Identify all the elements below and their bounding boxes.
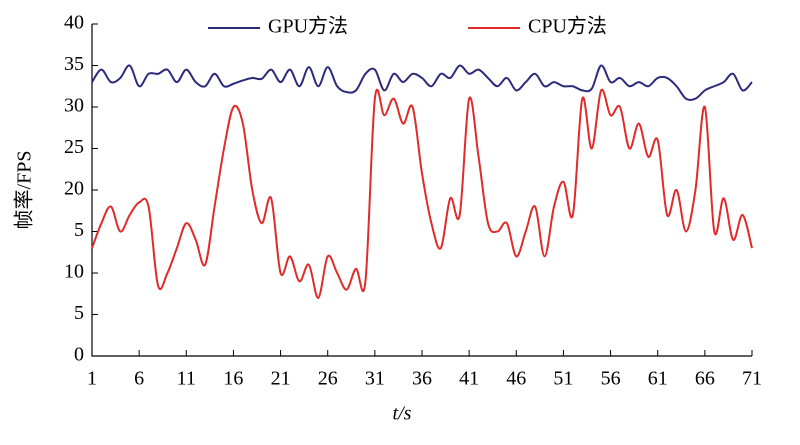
x-tick-label: 31	[365, 368, 385, 390]
y-axis-label: 帧率/FPS	[13, 151, 36, 230]
x-tick-label: 51	[553, 368, 573, 390]
x-tick-label: 1	[87, 368, 97, 390]
x-tick-label: 26	[318, 368, 338, 390]
x-tick-label: 11	[177, 368, 196, 390]
x-tick-label: 46	[506, 368, 526, 390]
legend-label: CPU方法	[528, 15, 607, 38]
x-tick-label: 6	[134, 368, 144, 390]
series-line	[91, 64, 753, 101]
y-tick-label: 30	[64, 95, 84, 117]
y-tick-label: 5	[74, 302, 84, 324]
x-axis-label: t/s	[393, 403, 412, 425]
x-tick-label: 56	[601, 368, 621, 390]
y-tick-label: 35	[64, 53, 84, 75]
y-tick-label: 0	[74, 344, 84, 366]
legend-label: GPU方法	[268, 15, 348, 38]
y-tick-label: 5	[74, 219, 84, 241]
y-tick-label: 10	[64, 261, 84, 283]
y-tick-label: 20	[64, 178, 84, 200]
x-tick-label: 41	[459, 368, 479, 390]
x-tick-label: 71	[742, 368, 762, 390]
x-tick-label: 66	[695, 368, 715, 390]
y-tick-label: 40	[64, 12, 84, 34]
x-tick-label: 16	[223, 368, 243, 390]
series-line	[91, 88, 753, 299]
y-tick-label: 25	[64, 136, 84, 158]
x-tick-label: 21	[271, 368, 291, 390]
x-tick-label: 36	[412, 368, 432, 390]
x-tick-label: 61	[648, 368, 668, 390]
